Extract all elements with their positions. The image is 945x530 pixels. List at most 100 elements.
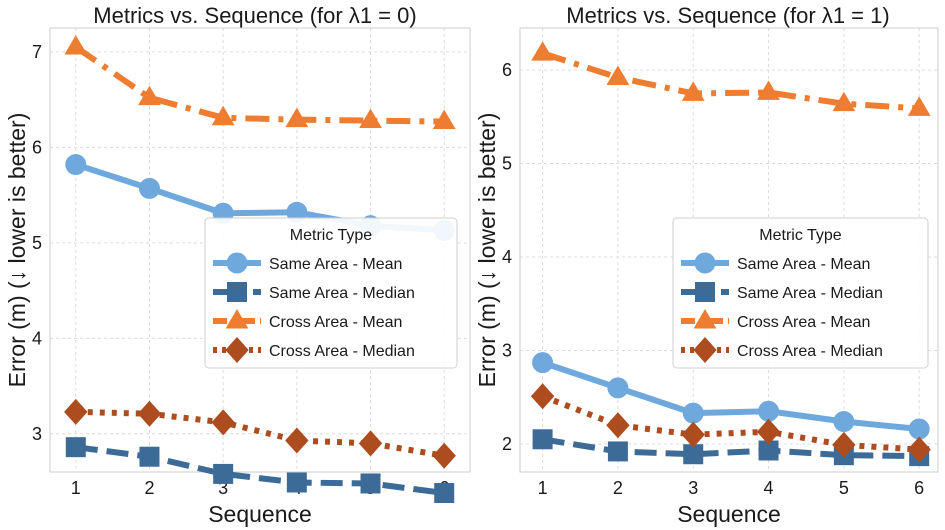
- diamond-marker-point: [832, 431, 856, 458]
- legend-box: [672, 217, 929, 369]
- series-line: [75, 408, 445, 459]
- series-cross-area-mean: [531, 41, 931, 116]
- y-tick-label: 6: [502, 60, 512, 80]
- series-line: [74, 44, 445, 125]
- legend-entry-label: Same Area - Mean: [269, 256, 402, 273]
- diamond-marker-point: [211, 409, 235, 436]
- triangle-marker-point: [606, 65, 630, 85]
- triangle-marker-point: [832, 91, 856, 112]
- square-marker-point: [532, 429, 553, 450]
- triangle-marker-point: [64, 35, 88, 55]
- triangle-marker-point: [138, 85, 161, 106]
- legend-diamond-marker: [225, 337, 249, 363]
- triangle-marker-point: [285, 107, 309, 128]
- legend-triangle-marker: [225, 309, 249, 329]
- square-marker-point: [758, 440, 779, 461]
- legend-entry-label: Cross Area - Mean: [269, 314, 402, 331]
- triangle-marker-point: [359, 108, 382, 129]
- legend-circle-marker: [694, 252, 716, 274]
- series-line: [541, 393, 920, 453]
- square-marker-point: [65, 437, 86, 458]
- legend-title: Metric Type: [759, 227, 842, 244]
- x-tick-label: 3: [218, 478, 228, 498]
- series-line: [542, 436, 920, 460]
- legend-square-marker: [227, 282, 247, 302]
- plot-frame: [519, 27, 939, 473]
- y-tick-label: 6: [32, 137, 42, 157]
- legend-triangle-marker: [693, 309, 717, 329]
- y-tick-label: 4: [32, 328, 42, 348]
- circle-marker-point: [138, 177, 160, 199]
- legend-entry-label: Same Area - Median: [737, 285, 883, 302]
- diamond-marker-point: [432, 442, 456, 469]
- square-marker-point: [286, 472, 307, 493]
- legend-entry-label: Same Area - Mean: [737, 256, 870, 273]
- triangle-marker-point: [681, 81, 705, 101]
- x-tick-label: 1: [538, 478, 548, 498]
- x-axis-label: Sequence: [208, 501, 312, 527]
- x-tick-label: 2: [613, 478, 623, 498]
- plot-frame: [49, 27, 471, 473]
- y-tick-label: 7: [32, 42, 42, 62]
- diamond-marker-point: [530, 383, 555, 410]
- x-tick-label: 3: [688, 478, 698, 498]
- x-tick-label: 2: [144, 478, 154, 498]
- square-marker-point: [683, 444, 704, 465]
- chart-panel-2: 1 2 3 4 5 6 2 3 4 5 6 Metrics vs. Sequence (for λ1 …: [474, 3, 939, 527]
- triangle-marker-point: [757, 80, 780, 100]
- circle-marker-point: [532, 352, 554, 374]
- series-cross-area-median: [64, 398, 456, 469]
- circle-marker-point: [607, 377, 629, 399]
- y-tick-label: 5: [502, 154, 512, 174]
- y-axis-label: Error (m) (↓ lower is better): [474, 113, 500, 388]
- chart-title: Metrics vs. Sequence (for λ1 = 0): [93, 3, 416, 28]
- circle-marker-point: [908, 418, 930, 440]
- y-tick-label: 3: [502, 340, 512, 360]
- legend-entry-label: Cross Area - Median: [737, 343, 883, 360]
- square-marker-point: [139, 446, 160, 467]
- series-same-area-median: [65, 437, 455, 504]
- diamond-marker-point: [285, 427, 309, 454]
- diamond-marker-point: [358, 430, 383, 457]
- x-tick-label: 5: [839, 478, 849, 498]
- legend-entry-label: Cross Area - Mean: [737, 314, 870, 331]
- diamond-marker-point: [756, 418, 781, 445]
- diamond-marker-point: [606, 412, 630, 439]
- y-tick-label: 3: [32, 424, 42, 444]
- triangle-marker-point: [211, 105, 235, 126]
- diamond-marker-point: [907, 436, 931, 463]
- legend-title: Metric Type: [290, 227, 373, 244]
- legend-entry-label: Cross Area - Median: [269, 343, 415, 360]
- triangle-marker-point: [531, 41, 554, 61]
- y-tick-label: 2: [502, 434, 512, 454]
- series-cross-area-mean: [64, 35, 456, 130]
- square-marker-point: [607, 441, 628, 462]
- chart-panel-1: 12345634567Metrics vs. Sequence (for λ1 …: [4, 3, 471, 527]
- series-same-area-mean: [532, 352, 930, 440]
- square-marker-point: [213, 463, 234, 484]
- legend-entry-label: Same Area - Median: [269, 285, 415, 302]
- circle-marker-point: [65, 154, 87, 176]
- diamond-marker-point: [137, 400, 162, 427]
- diamond-marker-point: [64, 398, 88, 425]
- series-line: [541, 359, 920, 432]
- legend: Metric Type Same Area - Mean Same Area - M…: [672, 217, 929, 369]
- circle-marker-point: [682, 402, 704, 424]
- y-axis-label: Error (m) (↓ lower is better): [4, 113, 30, 388]
- triangle-marker-point: [907, 96, 931, 116]
- x-tick-label: 1: [71, 478, 81, 498]
- square-marker-point: [360, 473, 381, 494]
- diamond-marker-point: [681, 421, 705, 448]
- x-tick-label: 4: [764, 478, 774, 498]
- triangle-marker-point: [432, 109, 456, 130]
- legend-box: [204, 217, 458, 369]
- series-line: [75, 444, 445, 496]
- legend-square-marker: [695, 282, 715, 302]
- legend: Metric Type Same Area - Mean Same Area - M…: [204, 217, 458, 369]
- x-axis-label: Sequence: [677, 501, 781, 527]
- y-tick-label: 4: [502, 247, 512, 267]
- legend-diamond-marker: [693, 337, 717, 363]
- series-cross-area-median: [530, 383, 931, 463]
- square-marker-point: [434, 483, 455, 504]
